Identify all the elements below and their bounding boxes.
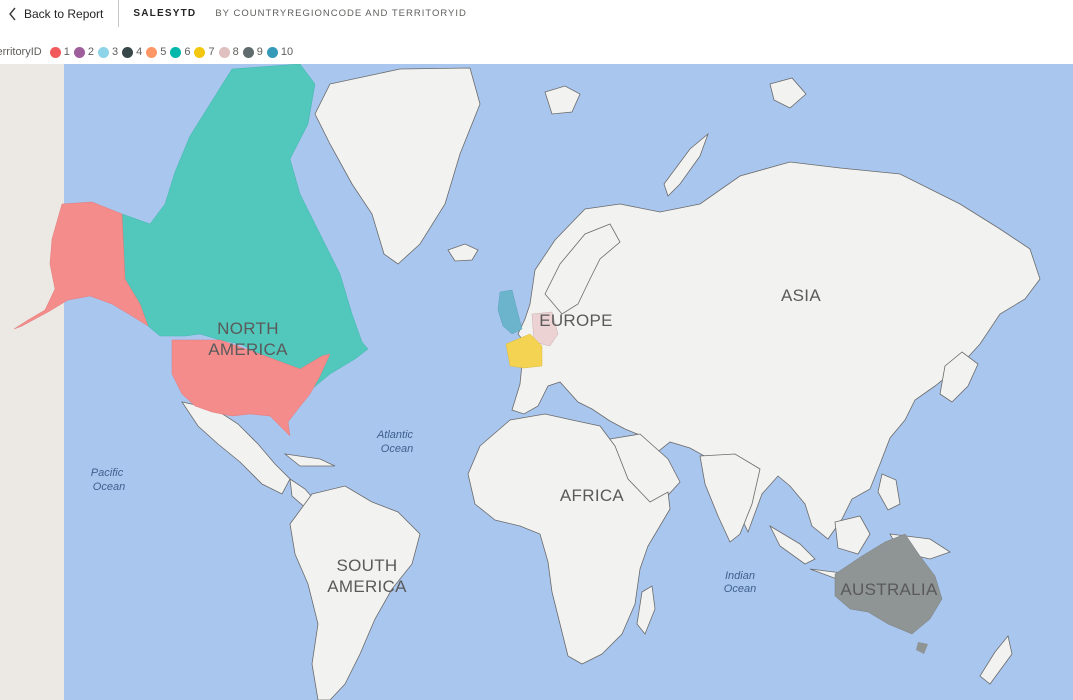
chevron-left-icon bbox=[9, 7, 16, 20]
legend-dot bbox=[73, 46, 85, 58]
svalbard bbox=[544, 85, 581, 115]
new-zealand bbox=[979, 635, 1013, 685]
territory-france[interactable] bbox=[505, 333, 543, 369]
legend-dot bbox=[194, 46, 206, 58]
legend-dot bbox=[218, 46, 230, 58]
back-label: Back to Report bbox=[24, 6, 104, 21]
legend: TerritoryID 1 2 3 4 5 6 7 8 9 10 bbox=[0, 44, 297, 60]
label-atlantic-1: Atlantic bbox=[376, 429, 414, 441]
tasmania bbox=[916, 642, 928, 654]
legend-item-label: 2 bbox=[87, 46, 94, 58]
legend-item-2[interactable]: 2 bbox=[73, 46, 94, 58]
severnaya-zemlya bbox=[769, 77, 807, 109]
africa bbox=[467, 413, 671, 665]
visual-title: SALESYTD bbox=[133, 8, 197, 19]
japan bbox=[939, 351, 979, 403]
legend-item-label: 4 bbox=[136, 46, 143, 58]
land-layer bbox=[181, 67, 1041, 700]
label-north-america-2: AMERICA bbox=[208, 340, 288, 359]
legend-item-10[interactable]: 10 bbox=[266, 46, 294, 58]
iceland bbox=[447, 243, 479, 262]
legend-item-label: 9 bbox=[256, 46, 263, 58]
visual-subtitle: BY COUNTRYREGIONCODE AND TERRITORYID bbox=[215, 8, 467, 19]
legend-item-label: 5 bbox=[160, 46, 167, 58]
label-south-america-1: SOUTH bbox=[337, 556, 398, 575]
philippines bbox=[877, 473, 901, 511]
legend-dot bbox=[122, 46, 134, 58]
legend-item-4[interactable]: 4 bbox=[122, 46, 142, 58]
label-south-america-2: AMERICA bbox=[327, 577, 407, 596]
greenland bbox=[314, 67, 481, 265]
legend-title: TerritoryID bbox=[0, 46, 42, 58]
label-australia: AUSTRALIA bbox=[840, 580, 938, 599]
sumatra bbox=[769, 524, 816, 565]
legend-item-7[interactable]: 7 bbox=[194, 46, 215, 58]
novaya-zemlya bbox=[663, 132, 709, 197]
legend-dot bbox=[266, 46, 278, 58]
map-visual[interactable]: NORTH AMERICA SOUTH AMERICA EUROPE ASIA … bbox=[0, 64, 1073, 700]
eurasia bbox=[511, 161, 1041, 540]
mexico bbox=[181, 401, 291, 495]
legend-item-8[interactable]: 8 bbox=[218, 46, 239, 58]
label-north-america-1: NORTH bbox=[217, 319, 279, 338]
territory-usa[interactable] bbox=[171, 339, 331, 437]
label-europe: EUROPE bbox=[539, 311, 613, 330]
territory-australia[interactable] bbox=[834, 533, 943, 635]
left-strip bbox=[0, 64, 64, 700]
legend-item-6[interactable]: 6 bbox=[170, 46, 190, 58]
borneo bbox=[834, 515, 871, 555]
label-pacific-1: Pacific bbox=[91, 467, 124, 479]
cuba bbox=[283, 453, 336, 467]
legend-item-label: 7 bbox=[208, 46, 215, 58]
legend-dot bbox=[49, 46, 61, 58]
territory-alaska[interactable] bbox=[13, 201, 149, 330]
legend-dot bbox=[146, 46, 158, 58]
legend-item-label: 6 bbox=[184, 46, 191, 58]
legend-item-label: 10 bbox=[280, 46, 294, 58]
territory-canada[interactable] bbox=[121, 64, 369, 390]
south-america bbox=[289, 485, 421, 700]
label-asia: ASIA bbox=[781, 286, 821, 305]
label-africa: AFRICA bbox=[560, 486, 624, 505]
scandinavia bbox=[544, 223, 621, 315]
legend-item-1[interactable]: 1 bbox=[49, 46, 70, 58]
madagascar bbox=[636, 585, 656, 635]
legend-item-3[interactable]: 3 bbox=[97, 46, 119, 58]
label-pacific-2: Ocean bbox=[93, 481, 125, 493]
header-divider bbox=[118, 0, 120, 27]
back-to-report-button[interactable]: Back to Report bbox=[0, 0, 103, 27]
legend-item-label: 1 bbox=[63, 46, 70, 58]
india bbox=[699, 453, 761, 543]
legend-dot bbox=[97, 46, 109, 58]
legend-item-label: 3 bbox=[111, 46, 119, 58]
label-indian-2: Ocean bbox=[724, 583, 756, 595]
header-bar: Back to Report SALESYTD BY COUNTRYREGION… bbox=[0, 0, 1073, 27]
label-atlantic-2: Ocean bbox=[381, 443, 413, 455]
label-indian-1: Indian bbox=[725, 570, 755, 582]
legend-dot bbox=[242, 46, 254, 58]
map-canvas[interactable]: NORTH AMERICA SOUTH AMERICA EUROPE ASIA … bbox=[0, 64, 1073, 700]
legend-dot bbox=[170, 46, 182, 58]
territory-uk[interactable] bbox=[497, 289, 523, 335]
legend-item-9[interactable]: 9 bbox=[242, 46, 263, 58]
legend-item-5[interactable]: 5 bbox=[146, 46, 166, 58]
legend-item-label: 8 bbox=[232, 46, 239, 58]
